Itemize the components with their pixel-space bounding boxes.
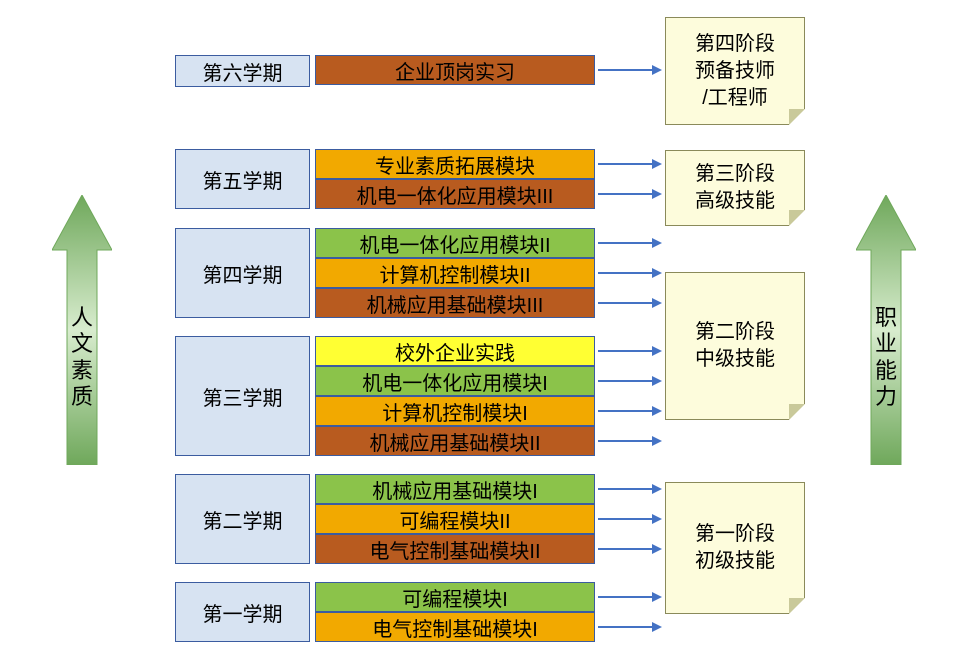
arrow-s5-0-to-st3 (598, 158, 662, 170)
arrow-s2-2-to-st1 (598, 543, 662, 555)
semester-label-s4: 第四学期 (175, 228, 310, 318)
arrow-s3-1-to-st2 (598, 375, 662, 387)
semester-label-s3: 第三学期 (175, 336, 310, 456)
module-s5-1: 机电一体化应用模块III (315, 179, 595, 209)
module-s4-1: 计算机控制模块II (315, 258, 595, 288)
arrow-s5-1-to-st3 (598, 188, 662, 200)
module-s3-1: 机电一体化应用模块I (315, 366, 595, 396)
arrow-s1-0-to-st1 (598, 591, 662, 603)
arrow-s6-0-to-st4 (598, 64, 662, 76)
stage-st4: 第四阶段预备技师/工程师 (665, 17, 805, 125)
arrow-s3-3-to-st1 (598, 435, 662, 447)
module-s4-0: 机电一体化应用模块II (315, 228, 595, 258)
module-s2-2: 电气控制基础模块II (315, 534, 595, 564)
arrow-s4-0-to-st3 (598, 237, 662, 249)
arrow-s4-1-to-st2 (598, 267, 662, 279)
stage-st2: 第二阶段中级技能 (665, 272, 805, 420)
module-s1-0: 可编程模块I (315, 582, 595, 612)
module-s3-2: 计算机控制模块I (315, 396, 595, 426)
semester-label-s2: 第二学期 (175, 474, 310, 564)
arrow-s2-1-to-st1 (598, 513, 662, 525)
semester-label-s5: 第五学期 (175, 149, 310, 209)
module-s2-0: 机械应用基础模块I (315, 474, 595, 504)
right-arrow-label: 职业能力 (872, 305, 900, 411)
left-arrow-label: 人文素质 (68, 305, 96, 411)
arrow-s1-1-to-st1 (598, 621, 662, 633)
arrow-s3-0-to-st2 (598, 345, 662, 357)
semester-label-s6: 第六学期 (175, 55, 310, 87)
stage-st1: 第一阶段初级技能 (665, 482, 805, 614)
module-s3-0: 校外企业实践 (315, 336, 595, 366)
module-s3-3: 机械应用基础模块II (315, 426, 595, 456)
module-s6-0: 企业顶岗实习 (315, 55, 595, 85)
stage-st3: 第三阶段高级技能 (665, 150, 805, 226)
arrow-s4-2-to-st2 (598, 297, 662, 309)
module-s5-0: 专业素质拓展模块 (315, 149, 595, 179)
arrow-s3-2-to-st2 (598, 405, 662, 417)
module-s4-2: 机械应用基础模块III (315, 288, 595, 318)
semester-label-s1: 第一学期 (175, 582, 310, 642)
arrow-s2-0-to-st1 (598, 483, 662, 495)
module-s2-1: 可编程模块II (315, 504, 595, 534)
module-s1-1: 电气控制基础模块I (315, 612, 595, 642)
